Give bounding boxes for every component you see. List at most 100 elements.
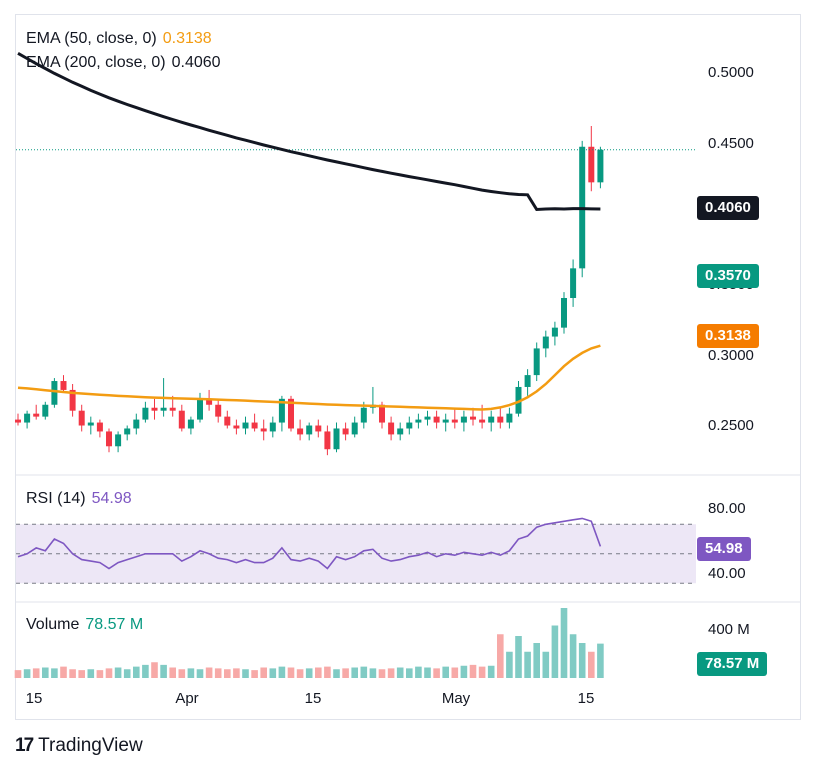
volume-bar: [78, 670, 85, 678]
volume-bar: [542, 651, 550, 678]
volume-bar: [60, 666, 67, 678]
candle-body: [515, 386, 522, 414]
volume-bar: [287, 667, 295, 678]
volume-bar: [369, 668, 377, 678]
candle-body: [115, 434, 122, 447]
volume-legend-label: Volume: [26, 616, 80, 633]
tradingview-brand[interactable]: 17 TradingView: [15, 735, 143, 757]
candle-body: [506, 413, 513, 423]
candle-body: [415, 419, 422, 423]
candle-body: [278, 398, 285, 423]
candle-body: [533, 348, 540, 376]
volume-bar: [478, 666, 486, 678]
candle-body: [33, 413, 40, 417]
rsi-legend-label: RSI (14): [26, 490, 86, 507]
ema200-price-tag: 0.4060: [697, 196, 759, 220]
candle-body: [260, 428, 267, 432]
volume-bar: [123, 669, 131, 678]
time-label: 15: [577, 690, 595, 707]
volume-bar: [315, 667, 322, 678]
rsi-band: [16, 523, 696, 584]
volume-bar: [278, 666, 286, 678]
ema200-legend[interactable]: EMA (200, close, 0) 0.4060: [26, 54, 221, 72]
volume-bar: [23, 669, 31, 678]
candle-body: [242, 422, 249, 429]
ema200-legend-value: 0.4060: [171, 54, 221, 71]
rsi-path: [17, 517, 602, 570]
candle-body: [124, 428, 131, 435]
candle-body: [151, 407, 158, 411]
candle-body: [51, 381, 58, 405]
candle-body: [178, 410, 185, 429]
candle-body: [69, 389, 76, 411]
volume-bar: [32, 668, 40, 678]
volume-bar: [178, 669, 186, 678]
candle-body: [542, 336, 549, 349]
candle-body: [87, 422, 94, 426]
candle-body: [570, 268, 577, 298]
candle-body: [451, 419, 458, 423]
volume-bar: [251, 670, 258, 678]
volume-legend[interactable]: Volume 78.57 M: [26, 616, 143, 634]
volume-bar: [42, 667, 49, 678]
price-tick: 0.5000: [708, 64, 754, 81]
candle-body: [351, 422, 358, 435]
volume-bar: [487, 665, 495, 678]
volume-bars: [14, 608, 604, 678]
ema50-legend-label: EMA (50, close, 0): [26, 30, 157, 47]
candle-body: [169, 407, 176, 411]
ema50-legend[interactable]: EMA (50, close, 0) 0.3138: [26, 30, 212, 48]
ema50-price-tag: 0.3138: [697, 324, 759, 348]
candle-body: [251, 422, 258, 429]
candle-body: [315, 425, 322, 432]
volume-bar: [360, 666, 368, 678]
volume-bar: [515, 636, 522, 678]
volume-bar: [469, 664, 477, 678]
candle-body: [406, 422, 413, 429]
volume-bar: [424, 667, 431, 678]
rsi-legend[interactable]: RSI (14) 54.98: [26, 490, 132, 508]
candle-body: [388, 422, 395, 435]
volume-bar: [51, 668, 58, 678]
volume-bar: [578, 643, 586, 678]
candle-body: [224, 416, 231, 426]
ema50-legend-value: 0.3138: [162, 30, 212, 47]
ema200-legend-label: EMA (200, close, 0): [26, 54, 166, 71]
time-label: 15: [304, 690, 322, 707]
volume-bar: [133, 666, 140, 678]
candle-body: [551, 327, 558, 337]
candle-body: [269, 422, 276, 432]
candle-body: [106, 431, 112, 447]
candle-body: [497, 416, 504, 423]
volume-bar: [378, 669, 386, 678]
volume-bar: [333, 669, 340, 678]
volume-bar: [242, 669, 249, 678]
ema50-line: [17, 344, 601, 411]
price-tick: 0.2500: [708, 417, 754, 434]
candle-body: [379, 404, 385, 423]
volume-bar: [433, 668, 440, 678]
volume-bar: [196, 669, 204, 678]
ema-lines: [17, 51, 601, 411]
candle-body: [215, 404, 222, 417]
volume-bar: [506, 651, 513, 678]
candle-body: [470, 416, 476, 420]
price-tick: 0.3000: [708, 347, 754, 364]
candle-body: [424, 416, 431, 420]
volume-bar: [324, 666, 331, 678]
volume-bar: [114, 667, 122, 678]
volume-bar: [233, 668, 240, 678]
candle-body: [460, 416, 467, 423]
rsi-tick: 40.00: [708, 565, 746, 582]
volume-bar: [415, 666, 422, 678]
volume-bar: [533, 643, 540, 678]
candle-body: [588, 146, 595, 183]
volume-bar: [169, 667, 176, 678]
volume-bar: [406, 668, 413, 678]
volume-value-tag: 78.57 M: [697, 652, 768, 676]
candle-body: [324, 431, 331, 450]
candle-body: [42, 404, 49, 417]
rsi-value-tag: 54.98: [697, 537, 751, 561]
brand-name: TradingView: [38, 735, 143, 756]
